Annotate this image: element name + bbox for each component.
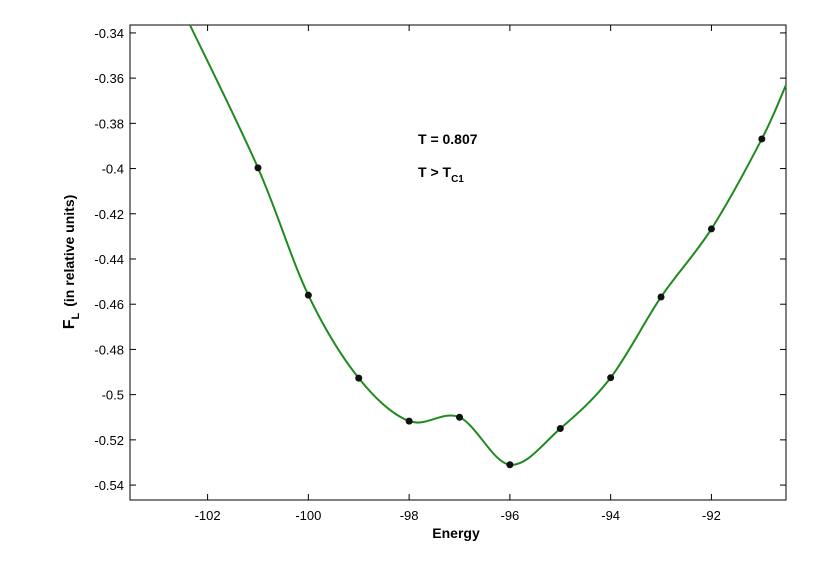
y-tick-label: -0.38 [94,116,124,131]
x-tick-label: -92 [702,508,721,523]
data-point [657,293,665,301]
y-tick-label: -0.5 [102,388,124,403]
annotation: T > TC1 [418,164,464,185]
data-point [304,291,312,299]
annotation-main: T > T [418,164,452,180]
y-axis-label: FL (in relative units) [61,195,82,330]
x-axis-label: Energy [432,525,480,541]
data-point [456,413,464,421]
y-tick-label: -0.48 [94,342,124,357]
y-label-sub: L [70,312,82,319]
data-point [707,225,715,233]
y-tick-label: -0.54 [94,478,124,493]
y-tick-label: -0.52 [94,433,124,448]
x-tick-label: -94 [601,508,620,523]
data-point [607,374,615,382]
y-tick-label: -0.36 [94,71,124,86]
data-point [405,417,413,425]
annotation-sub: C1 [451,174,464,185]
y-tick-label: -0.44 [94,252,124,267]
y-tick-label: -0.46 [94,297,124,312]
y-tick-label: -0.4 [102,162,124,177]
x-tick-label: -102 [195,508,221,523]
data-point [758,135,766,143]
x-tick-label: -100 [295,508,321,523]
annotation: T = 0.807 [418,131,478,147]
y-tick-label: -0.42 [94,207,124,222]
plot-area [129,24,787,501]
y-label-rest: (in relative units) [61,195,77,307]
x-tick-label: -98 [400,508,419,523]
data-point [556,425,564,433]
data-point [506,461,514,469]
y-label-main: F [61,319,78,329]
data-point [254,164,262,172]
x-tick-label: -96 [500,508,519,523]
y-tick-label: -0.34 [94,26,124,41]
data-point [355,374,363,382]
